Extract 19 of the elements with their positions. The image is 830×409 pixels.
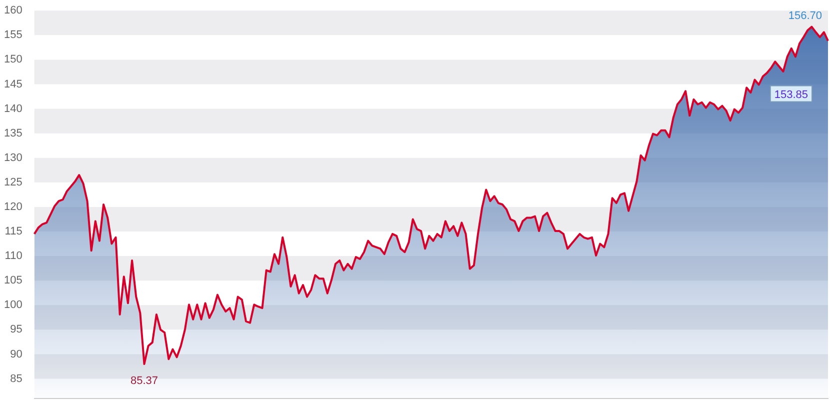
y-tick-label: 155 — [4, 29, 22, 42]
y-tick-label: 135 — [4, 127, 22, 140]
y-tick-label: 110 — [4, 250, 22, 262]
annotation: 156.70 — [788, 10, 822, 22]
y-tick-label: 145 — [4, 78, 22, 90]
annotation: 85.37 — [130, 375, 158, 388]
y-tick-label: 140 — [4, 102, 22, 115]
y-tick-label: 120 — [4, 200, 22, 213]
y-tick-label: 90 — [10, 348, 22, 360]
y-tick-label: 160 — [4, 4, 22, 17]
y-tick-label: 150 — [4, 54, 22, 66]
y-tick-label: 85 — [10, 372, 22, 385]
y-tick-label: 95 — [10, 324, 22, 336]
y-tick-label: 115 — [4, 226, 22, 238]
annotation: 153.85 — [774, 88, 808, 101]
y-tick-label: 125 — [4, 176, 22, 188]
y-tick-label: 130 — [4, 152, 22, 164]
y-tick-label: 105 — [4, 274, 22, 287]
y-tick-label: 100 — [4, 299, 22, 312]
